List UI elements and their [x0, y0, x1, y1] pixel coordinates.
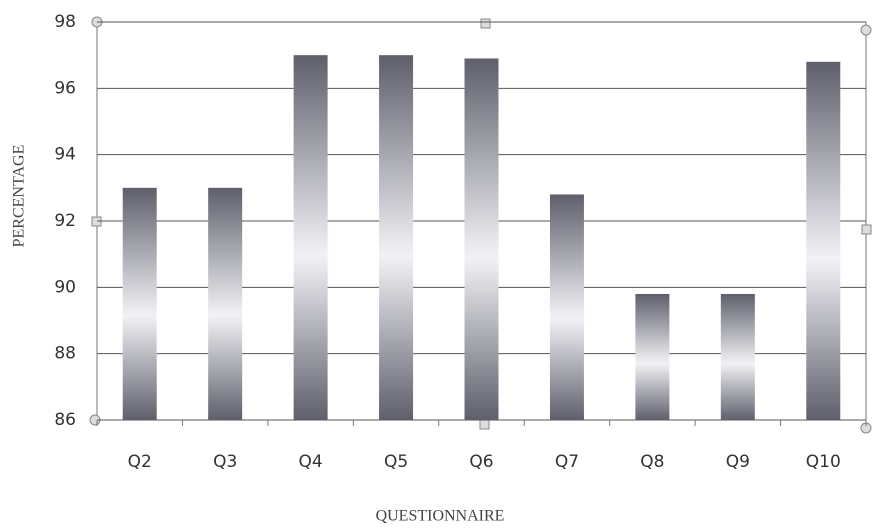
bar	[720, 293, 755, 420]
bar	[464, 58, 499, 420]
x-tick-label: Q9	[726, 452, 750, 472]
y-tick-label: 92	[54, 211, 76, 231]
bar	[806, 61, 841, 421]
x-tick-label: Q6	[469, 452, 493, 472]
x-tick-label: Q8	[640, 452, 664, 472]
bar	[293, 55, 328, 421]
x-tick-label: Q7	[555, 452, 579, 472]
y-tick-label: 86	[54, 410, 76, 430]
y-axis-title: PERCENTAGE	[11, 145, 28, 248]
y-tick-label: 88	[54, 344, 76, 364]
x-tick-label: Q5	[384, 452, 408, 472]
bar	[122, 187, 157, 420]
bar	[208, 187, 243, 420]
x-tick-label: Q3	[213, 452, 237, 472]
bar	[379, 55, 414, 421]
y-tick-label: 94	[54, 145, 76, 165]
bar	[549, 194, 584, 420]
x-tick-label: Q2	[128, 452, 152, 472]
y-tick-label: 90	[54, 277, 76, 297]
bar	[635, 293, 670, 420]
selection-handles	[89, 16, 872, 434]
x-axis-title: QUESTIONNAIRE	[376, 508, 505, 525]
y-tick-label: 96	[54, 78, 76, 98]
x-tick-label: Q10	[806, 452, 841, 472]
x-tick-label: Q4	[299, 452, 323, 472]
y-tick-label: 98	[54, 12, 76, 32]
